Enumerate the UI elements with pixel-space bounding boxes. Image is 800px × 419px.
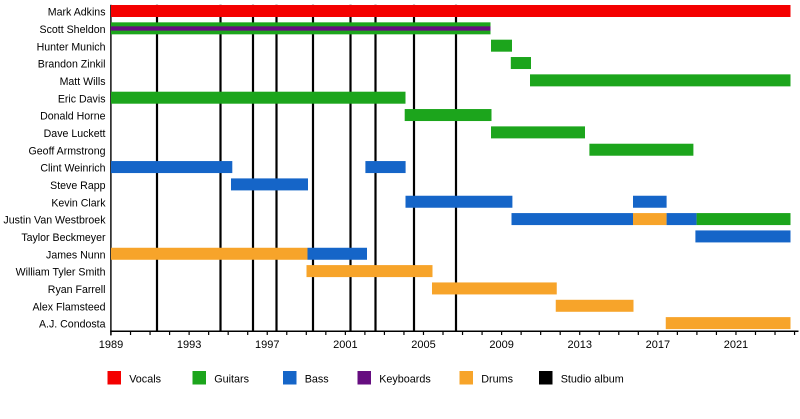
svg-text:Dave Luckett: Dave Luckett: [44, 128, 106, 140]
svg-text:2021: 2021: [724, 339, 748, 351]
svg-text:Brandon Zinkil: Brandon Zinkil: [38, 59, 106, 71]
svg-text:Clint Weinrich: Clint Weinrich: [40, 163, 105, 175]
svg-text:2009: 2009: [489, 339, 513, 351]
svg-text:1993: 1993: [177, 339, 201, 351]
svg-text:Keyboards: Keyboards: [379, 374, 431, 386]
svg-text:Steve Rapp: Steve Rapp: [50, 180, 105, 192]
svg-text:1997: 1997: [255, 339, 279, 351]
svg-text:Drums: Drums: [481, 374, 513, 386]
svg-text:1989: 1989: [99, 339, 123, 351]
svg-text:Taylor Beckmeyer: Taylor Beckmeyer: [21, 232, 106, 244]
svg-text:William Tyler Smith: William Tyler Smith: [16, 267, 106, 279]
svg-text:Eric Davis: Eric Davis: [58, 93, 106, 105]
svg-text:Kevin Clark: Kevin Clark: [51, 197, 106, 209]
svg-text:Hunter Munich: Hunter Munich: [37, 41, 106, 53]
svg-text:Mark Adkins: Mark Adkins: [48, 7, 106, 19]
svg-text:A.J. Condosta: A.J. Condosta: [39, 319, 106, 331]
svg-text:Donald Horne: Donald Horne: [40, 111, 105, 123]
svg-text:2005: 2005: [411, 339, 435, 351]
svg-text:Guitars: Guitars: [214, 374, 249, 386]
svg-text:2001: 2001: [333, 339, 357, 351]
svg-text:Ryan Farrell: Ryan Farrell: [48, 284, 106, 296]
svg-text:Alex Flamsteed: Alex Flamsteed: [32, 301, 105, 313]
svg-text:Scott Sheldon: Scott Sheldon: [40, 24, 106, 36]
svg-text:2017: 2017: [646, 339, 670, 351]
svg-text:Justin Van Westbroek: Justin Van Westbroek: [3, 215, 106, 227]
svg-text:Matt Wills: Matt Wills: [60, 76, 106, 88]
svg-text:2013: 2013: [567, 339, 591, 351]
svg-text:Geoff Armstrong: Geoff Armstrong: [29, 145, 106, 157]
svg-text:Vocals: Vocals: [129, 374, 161, 386]
svg-text:Studio album: Studio album: [561, 374, 624, 386]
svg-text:Bass: Bass: [305, 374, 330, 386]
svg-text:James Nunn: James Nunn: [46, 249, 106, 261]
